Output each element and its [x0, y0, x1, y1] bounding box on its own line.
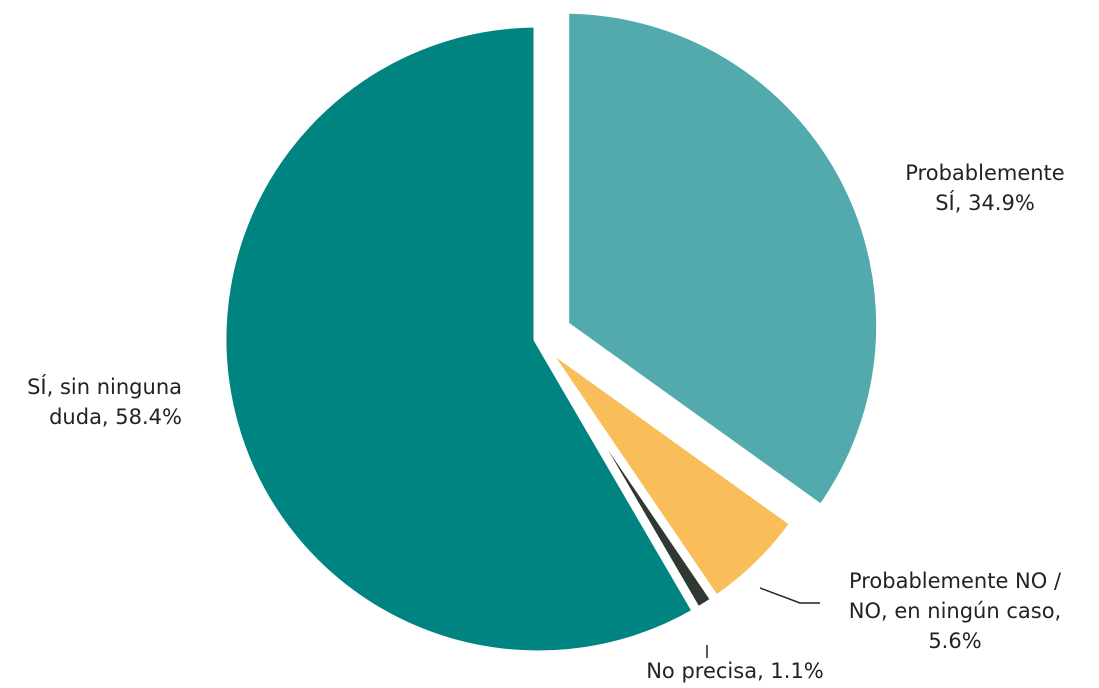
slice-label-probablemente-si: Probablemente SÍ, 34.9%	[880, 158, 1090, 218]
slice-label-probablemente-no: Probablemente NO / NO, en ningún caso, 5…	[810, 566, 1099, 656]
slice-label-si-sin-duda: SÍ, sin ninguna duda, 58.4%	[0, 372, 182, 432]
slice-label-no-precisa: No precisa, 1.1%	[620, 656, 850, 686]
